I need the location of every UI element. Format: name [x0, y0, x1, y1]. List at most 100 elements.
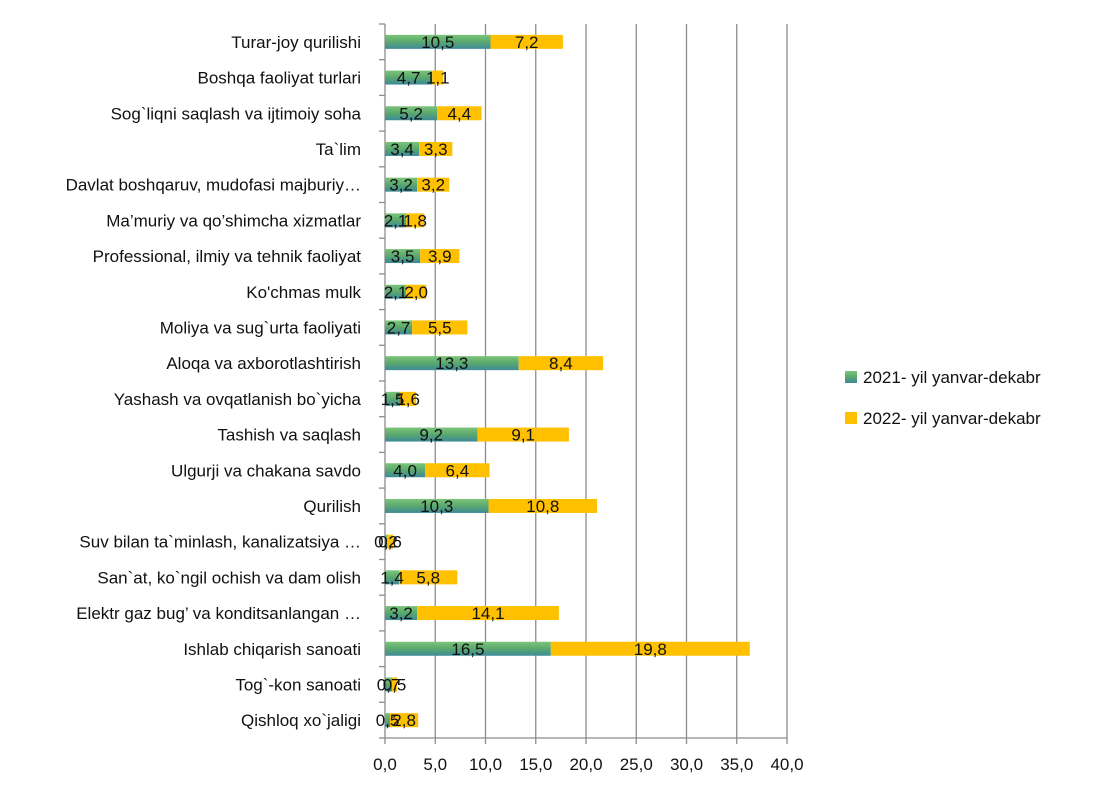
category-label: Sog`liqni saqlash va ijtimoiy soha	[111, 104, 362, 123]
bars	[385, 34, 750, 728]
bar-series-2	[406, 284, 427, 299]
bar-series-1	[385, 70, 433, 85]
data-label: 6,4	[446, 461, 470, 480]
data-label: 4,4	[448, 104, 472, 123]
bar-series-2	[412, 320, 468, 335]
data-label: 5,5	[428, 318, 452, 337]
legend-label: 2021- yil yanvar-dekabr	[863, 368, 1041, 387]
data-label: 3,4	[390, 140, 414, 159]
x-tick-label: 10,0	[469, 755, 502, 774]
data-label: 2,1	[384, 211, 408, 230]
bar-series-1	[385, 677, 393, 692]
bar-series-1	[385, 284, 407, 299]
data-label: 4,0	[393, 461, 417, 480]
category-label: Davlat boshqaruv, mudofasi majburiy…	[66, 176, 361, 195]
x-tick-label: 0,0	[373, 755, 397, 774]
category-labels: Turar-joy qurilishi Boshqa faoliyat turla…	[66, 33, 362, 730]
x-tick-label: 35,0	[720, 755, 753, 774]
x-tick-labels: 0,0 5,0 10,0 15,0 20,0 25,0 30,0 35,0 40,0	[373, 755, 803, 774]
data-label: 5,2	[399, 104, 423, 123]
category-label: Ma’muriy va qo’shimcha xizmatlar	[106, 211, 361, 230]
category-label: Tashish va saqlash	[217, 426, 361, 445]
bar-series-1	[385, 713, 391, 728]
data-label: 16,5	[451, 640, 484, 659]
bar-series-2	[477, 427, 569, 442]
bar-series-1	[385, 641, 551, 656]
x-tick-label: 40,0	[770, 755, 803, 774]
axes	[379, 23, 788, 744]
bar-series-1	[385, 356, 519, 371]
data-label: 0,5	[383, 675, 407, 694]
category-label: Aloqa va axborotlashtirish	[166, 354, 361, 373]
data-label: 2,1	[384, 283, 408, 302]
bar-series-2	[488, 498, 598, 513]
bar-series-1	[385, 249, 421, 264]
bar-series-1	[385, 427, 478, 442]
bar-series-2	[518, 356, 604, 371]
bar-series-1	[385, 570, 400, 585]
bar-series-1	[385, 320, 413, 335]
bar-series-2	[400, 391, 417, 406]
data-label: 14,1	[471, 604, 504, 623]
category-label: Yashash va ovqatlanish bo`yicha	[114, 390, 362, 409]
bar-series-1	[385, 34, 491, 49]
x-tick-label: 20,0	[569, 755, 602, 774]
bar-series-1	[385, 213, 407, 228]
bar-series-2	[390, 713, 419, 728]
data-label: 3,2	[421, 176, 445, 195]
category-label: Ta`lim	[316, 140, 361, 159]
data-label: 0,5	[376, 711, 400, 730]
bar-series-2	[419, 141, 453, 156]
category-label: Ko'chmas mulk	[246, 283, 361, 302]
data-label: 1,5	[381, 390, 405, 409]
data-label: 8,4	[549, 354, 573, 373]
bar-series-2	[425, 463, 490, 478]
category-label: Elektr gaz bug’ va konditsanlangan …	[76, 604, 361, 623]
bar-series-1	[385, 606, 418, 621]
data-label: 1,8	[403, 211, 427, 230]
category-label: Ishlab chiqarish sanoati	[183, 640, 361, 659]
x-tick-label: 30,0	[670, 755, 703, 774]
category-label: Moliya va sug`urta faoliyati	[160, 318, 361, 337]
data-label: 10,3	[420, 497, 453, 516]
category-label: San`at, ko`ngil ochish va dam olish	[97, 568, 361, 587]
bar-series-2	[417, 177, 450, 192]
x-tick-label: 25,0	[620, 755, 653, 774]
legend-swatch	[845, 371, 857, 383]
data-label: 3,2	[389, 176, 413, 195]
data-label: 1,6	[396, 390, 420, 409]
gridlines	[384, 24, 788, 738]
data-label: 0,2	[374, 533, 398, 552]
category-label: Suv bilan ta`minlash, kanalizatsiya …	[79, 533, 361, 552]
data-label: 2,7	[387, 318, 411, 337]
bar-series-2	[550, 641, 750, 656]
category-label: Professional, ilmiy va tehnik faoliyat	[93, 247, 362, 266]
bar-series-2	[420, 249, 460, 264]
bar-series-1	[385, 391, 401, 406]
data-label: 5,8	[416, 568, 440, 587]
bar-series-2	[417, 606, 559, 621]
category-label: Boshqa faoliyat turlari	[198, 69, 361, 88]
bar-series-1	[385, 534, 388, 549]
data-label: 2,8	[392, 711, 416, 730]
legend-label: 2022- yil yanvar-dekabr	[863, 409, 1041, 428]
data-label: 0,7	[377, 675, 401, 694]
data-label: 9,2	[419, 426, 443, 445]
bar-series-2	[392, 677, 398, 692]
bar-series-1	[385, 463, 426, 478]
data-label: 1,1	[426, 69, 450, 88]
data-label: 3,3	[424, 140, 448, 159]
data-label: 0,6	[378, 533, 402, 552]
bar-series-1	[385, 177, 418, 192]
legend: 2021- yil yanvar-dekabr 2022- yil yanvar-…	[845, 368, 1041, 428]
category-label: Qishloq xo`jaligi	[241, 711, 361, 730]
bar-series-1	[385, 498, 489, 513]
data-label: 3,5	[391, 247, 415, 266]
bar-series-2	[406, 213, 425, 228]
data-label: 7,2	[515, 33, 539, 52]
category-label: Tog`-kon sanoati	[235, 675, 361, 694]
data-label: 10,8	[526, 497, 559, 516]
bar-series-2	[399, 570, 458, 585]
legend-swatch	[845, 412, 857, 424]
